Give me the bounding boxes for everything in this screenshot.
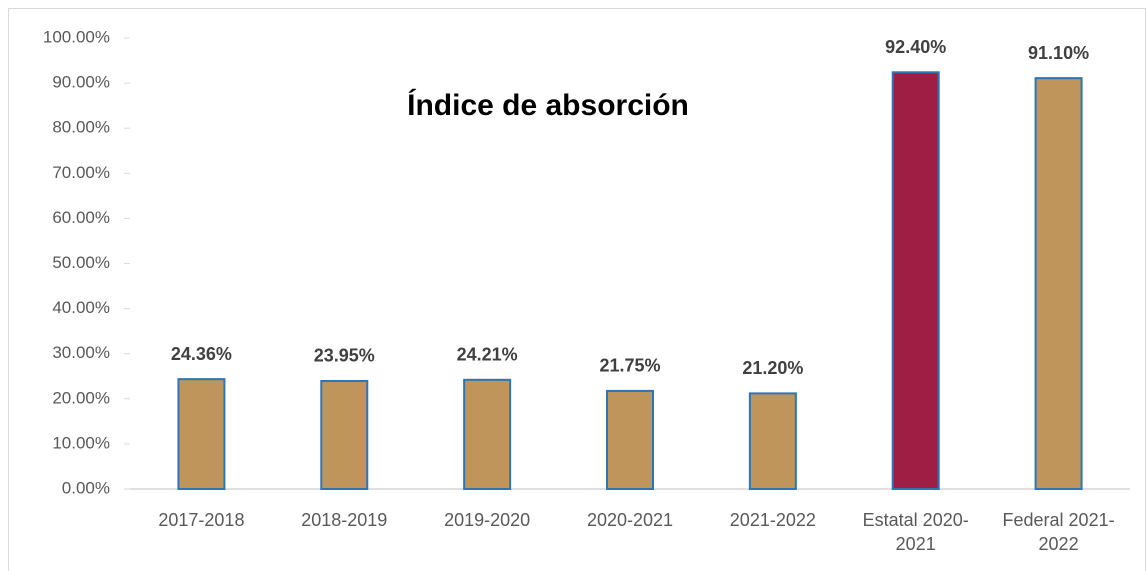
bar [891,71,940,490]
data-label: 24.36% [171,344,232,364]
bar [748,392,797,490]
x-tick-label: 2019-2020 [444,510,531,530]
y-tick-label: 0.00% [62,478,110,497]
bar [1034,77,1083,490]
data-label: 92.40% [885,37,946,57]
y-tick-label: 60.00% [52,208,110,227]
x-tick-label: 2021-2022 [729,510,816,530]
y-tick-label: 10.00% [52,433,110,452]
y-tick-label: 20.00% [52,388,110,407]
data-label: 21.20% [742,358,803,378]
y-tick-label: 100.00% [43,27,110,46]
chart-title: Índice de absorción [407,88,689,122]
x-tick-label: 2020-2021 [586,510,674,530]
y-tick-label: 40.00% [52,298,110,317]
data-label: 21.75% [599,356,660,376]
data-label: 91.10% [1028,43,1089,63]
bar [463,378,512,490]
data-label: 23.95% [314,346,375,366]
y-tick-label: 80.00% [52,118,110,137]
bar [177,378,226,491]
y-tick-label: 50.00% [52,253,110,272]
bar [320,379,369,491]
x-tick-label: 2018-2019 [301,510,388,530]
data-label: 24.21% [457,345,518,365]
y-tick-label: 70.00% [52,163,110,182]
y-tick-label: 90.00% [52,73,110,92]
y-tick-label: 30.00% [52,343,110,362]
x-tick-label: Federal 2021-2022 [1002,510,1115,554]
x-tick-label: Estatal 2020-2021 [862,510,969,554]
chart-border [8,8,1146,571]
x-tick-label: 2017-2018 [158,510,245,530]
bar [606,389,654,490]
